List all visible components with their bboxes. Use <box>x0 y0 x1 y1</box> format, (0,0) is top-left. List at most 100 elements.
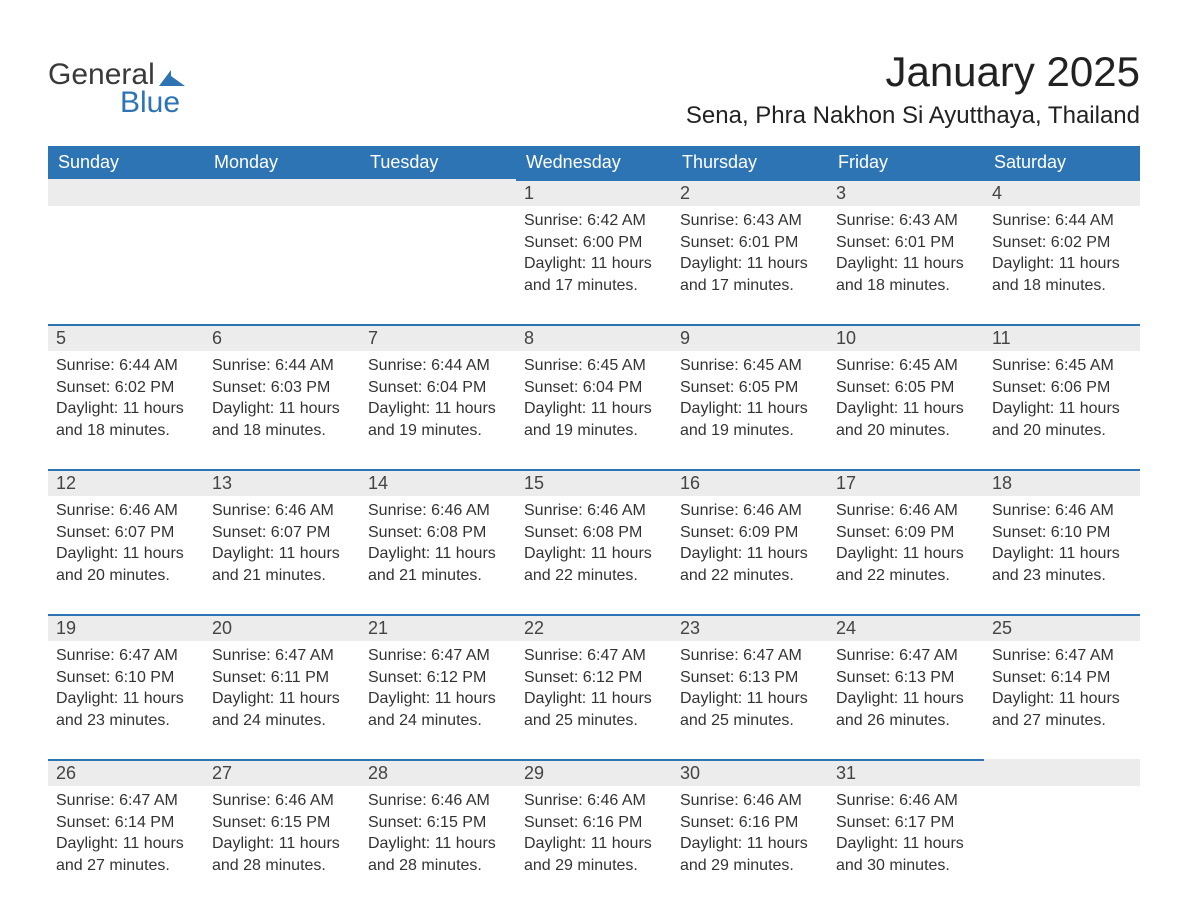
calendar-cell: 2Sunrise: 6:43 AMSunset: 6:01 PMDaylight… <box>672 179 828 324</box>
calendar-cell: 23Sunrise: 6:47 AMSunset: 6:13 PMDayligh… <box>672 614 828 759</box>
logo-mark-icon <box>159 70 185 86</box>
day-details: Sunrise: 6:46 AMSunset: 6:16 PMDaylight:… <box>672 786 828 876</box>
day-details: Sunrise: 6:44 AMSunset: 6:03 PMDaylight:… <box>204 351 360 441</box>
page-title: January 2025 <box>686 48 1140 96</box>
calendar-cell: 4Sunrise: 6:44 AMSunset: 6:02 PMDaylight… <box>984 179 1140 324</box>
logo: General Blue <box>48 58 185 120</box>
day-number: 2 <box>672 179 828 206</box>
day-details: Sunrise: 6:46 AMSunset: 6:07 PMDaylight:… <box>204 496 360 586</box>
calendar-week-row: 12Sunrise: 6:46 AMSunset: 6:07 PMDayligh… <box>48 469 1140 614</box>
day-number: 7 <box>360 324 516 351</box>
day-number: 5 <box>48 324 204 351</box>
calendar-cell <box>48 179 204 324</box>
day-number: 22 <box>516 614 672 641</box>
calendar-week-row: 1Sunrise: 6:42 AMSunset: 6:00 PMDaylight… <box>48 179 1140 324</box>
calendar-cell <box>204 179 360 324</box>
day-details: Sunrise: 6:43 AMSunset: 6:01 PMDaylight:… <box>672 206 828 296</box>
calendar-cell: 19Sunrise: 6:47 AMSunset: 6:10 PMDayligh… <box>48 614 204 759</box>
day-number: 24 <box>828 614 984 641</box>
day-details: Sunrise: 6:46 AMSunset: 6:08 PMDaylight:… <box>516 496 672 586</box>
day-number <box>360 179 516 206</box>
day-details: Sunrise: 6:43 AMSunset: 6:01 PMDaylight:… <box>828 206 984 296</box>
day-details: Sunrise: 6:45 AMSunset: 6:04 PMDaylight:… <box>516 351 672 441</box>
calendar-cell: 30Sunrise: 6:46 AMSunset: 6:16 PMDayligh… <box>672 759 828 904</box>
day-number: 20 <box>204 614 360 641</box>
day-number <box>984 759 1140 786</box>
day-details: Sunrise: 6:47 AMSunset: 6:13 PMDaylight:… <box>828 641 984 731</box>
calendar-cell: 10Sunrise: 6:45 AMSunset: 6:05 PMDayligh… <box>828 324 984 469</box>
calendar-cell: 13Sunrise: 6:46 AMSunset: 6:07 PMDayligh… <box>204 469 360 614</box>
day-details: Sunrise: 6:47 AMSunset: 6:12 PMDaylight:… <box>516 641 672 731</box>
calendar-cell: 17Sunrise: 6:46 AMSunset: 6:09 PMDayligh… <box>828 469 984 614</box>
day-details: Sunrise: 6:46 AMSunset: 6:10 PMDaylight:… <box>984 496 1140 586</box>
day-number: 21 <box>360 614 516 641</box>
day-number: 19 <box>48 614 204 641</box>
day-details: Sunrise: 6:46 AMSunset: 6:09 PMDaylight:… <box>828 496 984 586</box>
day-details: Sunrise: 6:46 AMSunset: 6:07 PMDaylight:… <box>48 496 204 586</box>
calendar-cell: 11Sunrise: 6:45 AMSunset: 6:06 PMDayligh… <box>984 324 1140 469</box>
day-details: Sunrise: 6:45 AMSunset: 6:05 PMDaylight:… <box>828 351 984 441</box>
day-number: 27 <box>204 759 360 786</box>
calendar-week-row: 26Sunrise: 6:47 AMSunset: 6:14 PMDayligh… <box>48 759 1140 904</box>
calendar-cell: 5Sunrise: 6:44 AMSunset: 6:02 PMDaylight… <box>48 324 204 469</box>
calendar-cell: 18Sunrise: 6:46 AMSunset: 6:10 PMDayligh… <box>984 469 1140 614</box>
day-details: Sunrise: 6:46 AMSunset: 6:09 PMDaylight:… <box>672 496 828 586</box>
days-of-week-header: SundayMondayTuesdayWednesdayThursdayFrid… <box>48 146 1140 179</box>
calendar-cell: 14Sunrise: 6:46 AMSunset: 6:08 PMDayligh… <box>360 469 516 614</box>
day-number: 30 <box>672 759 828 786</box>
calendar-cell: 7Sunrise: 6:44 AMSunset: 6:04 PMDaylight… <box>360 324 516 469</box>
calendar-cell: 27Sunrise: 6:46 AMSunset: 6:15 PMDayligh… <box>204 759 360 904</box>
day-details: Sunrise: 6:44 AMSunset: 6:04 PMDaylight:… <box>360 351 516 441</box>
day-details: Sunrise: 6:47 AMSunset: 6:13 PMDaylight:… <box>672 641 828 731</box>
calendar-cell: 26Sunrise: 6:47 AMSunset: 6:14 PMDayligh… <box>48 759 204 904</box>
day-number <box>48 179 204 206</box>
calendar-cell: 25Sunrise: 6:47 AMSunset: 6:14 PMDayligh… <box>984 614 1140 759</box>
day-number: 1 <box>516 179 672 206</box>
calendar-week-row: 19Sunrise: 6:47 AMSunset: 6:10 PMDayligh… <box>48 614 1140 759</box>
day-of-week-header: Tuesday <box>360 146 516 179</box>
day-number: 17 <box>828 469 984 496</box>
calendar-cell: 29Sunrise: 6:46 AMSunset: 6:16 PMDayligh… <box>516 759 672 904</box>
day-details: Sunrise: 6:46 AMSunset: 6:16 PMDaylight:… <box>516 786 672 876</box>
day-number: 15 <box>516 469 672 496</box>
day-number: 12 <box>48 469 204 496</box>
day-of-week-header: Saturday <box>984 146 1140 179</box>
day-details: Sunrise: 6:44 AMSunset: 6:02 PMDaylight:… <box>984 206 1140 296</box>
calendar-cell <box>984 759 1140 904</box>
day-number: 3 <box>828 179 984 206</box>
day-number: 9 <box>672 324 828 351</box>
calendar-cell: 3Sunrise: 6:43 AMSunset: 6:01 PMDaylight… <box>828 179 984 324</box>
day-details: Sunrise: 6:46 AMSunset: 6:15 PMDaylight:… <box>204 786 360 876</box>
calendar-cell: 15Sunrise: 6:46 AMSunset: 6:08 PMDayligh… <box>516 469 672 614</box>
day-of-week-header: Friday <box>828 146 984 179</box>
day-details: Sunrise: 6:45 AMSunset: 6:06 PMDaylight:… <box>984 351 1140 441</box>
calendar-cell: 31Sunrise: 6:46 AMSunset: 6:17 PMDayligh… <box>828 759 984 904</box>
calendar-cell: 21Sunrise: 6:47 AMSunset: 6:12 PMDayligh… <box>360 614 516 759</box>
day-number: 29 <box>516 759 672 786</box>
day-number: 28 <box>360 759 516 786</box>
day-number: 6 <box>204 324 360 351</box>
day-number: 23 <box>672 614 828 641</box>
day-number: 8 <box>516 324 672 351</box>
day-details: Sunrise: 6:46 AMSunset: 6:15 PMDaylight:… <box>360 786 516 876</box>
day-number: 26 <box>48 759 204 786</box>
calendar-cell: 22Sunrise: 6:47 AMSunset: 6:12 PMDayligh… <box>516 614 672 759</box>
calendar-cell <box>360 179 516 324</box>
day-of-week-header: Monday <box>204 146 360 179</box>
calendar-cell: 16Sunrise: 6:46 AMSunset: 6:09 PMDayligh… <box>672 469 828 614</box>
day-details: Sunrise: 6:45 AMSunset: 6:05 PMDaylight:… <box>672 351 828 441</box>
day-number: 4 <box>984 179 1140 206</box>
day-number: 13 <box>204 469 360 496</box>
calendar-table: SundayMondayTuesdayWednesdayThursdayFrid… <box>48 146 1140 904</box>
day-of-week-header: Thursday <box>672 146 828 179</box>
calendar-cell: 20Sunrise: 6:47 AMSunset: 6:11 PMDayligh… <box>204 614 360 759</box>
location-text: Sena, Phra Nakhon Si Ayutthaya, Thailand <box>686 102 1140 130</box>
day-of-week-header: Sunday <box>48 146 204 179</box>
day-number: 25 <box>984 614 1140 641</box>
calendar-cell: 24Sunrise: 6:47 AMSunset: 6:13 PMDayligh… <box>828 614 984 759</box>
day-details: Sunrise: 6:42 AMSunset: 6:00 PMDaylight:… <box>516 206 672 296</box>
calendar-cell: 1Sunrise: 6:42 AMSunset: 6:00 PMDaylight… <box>516 179 672 324</box>
calendar-cell: 8Sunrise: 6:45 AMSunset: 6:04 PMDaylight… <box>516 324 672 469</box>
day-details: Sunrise: 6:47 AMSunset: 6:11 PMDaylight:… <box>204 641 360 731</box>
header: General Blue January 2025 Sena, Phra Nak… <box>48 48 1140 142</box>
